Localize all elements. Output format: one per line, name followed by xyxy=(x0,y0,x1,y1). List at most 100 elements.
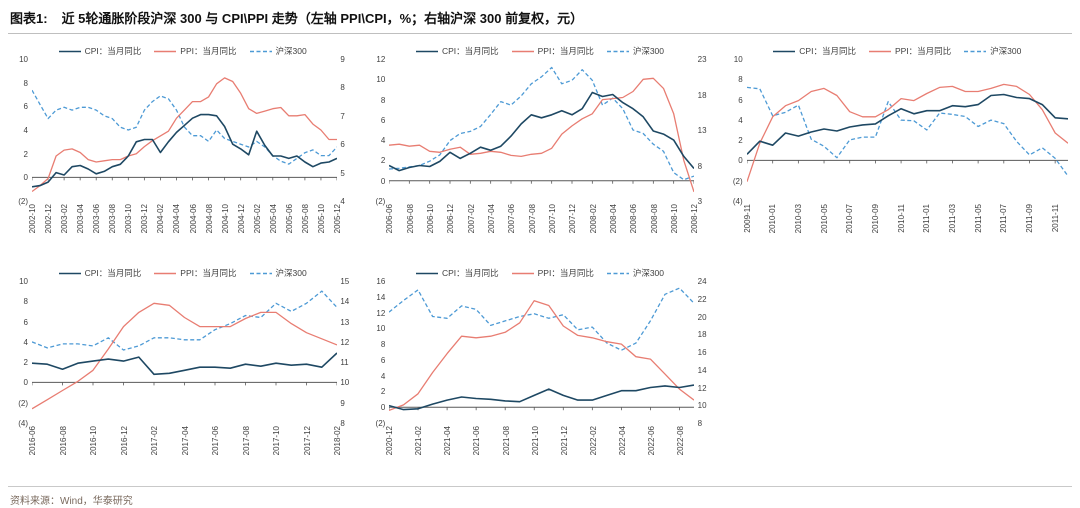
y-axis-tick-label: (4) xyxy=(732,197,743,206)
x-axis-tick-label: 2017-08 xyxy=(241,426,251,456)
plot-area xyxy=(389,281,695,423)
chart-legend: CPI：当月同比 PPI：当月同比 沪深300 xyxy=(8,265,357,281)
x-axis-tick-label: 2006-10 xyxy=(425,204,435,234)
x-axis-tick-label: 2003-04 xyxy=(76,204,86,234)
y-axis-tick-label: (2) xyxy=(18,197,28,206)
legend-label: 沪深300 xyxy=(632,46,665,56)
y-axis-tick-label: 8 xyxy=(697,419,703,428)
chart-body: 10 8 6 4 2 0 (2) 9 8 7 6 5 4 xyxy=(8,55,357,206)
figure-title: 近 5轮通胀阶段沪深 300 与 CPI\PPI 走势（左轴 PPI\CPI，%… xyxy=(61,11,584,26)
y-axis-tick-label: 4 xyxy=(23,337,28,347)
y-axis-tick-label: 3 xyxy=(697,197,703,206)
x-axis-tick-label: 2003-12 xyxy=(140,204,150,234)
plot-area xyxy=(32,59,337,201)
y-axis-tick-label: 9 xyxy=(340,398,345,408)
y-axis-right: 9 8 7 6 5 4 xyxy=(337,55,357,206)
plot-area xyxy=(32,281,337,423)
y-axis-tick-label: 11 xyxy=(340,358,349,368)
x-axis-tick-label: 2020-12 xyxy=(385,426,395,456)
csi300-legend-line xyxy=(249,272,272,274)
y-axis-tick-label: 12 xyxy=(697,383,707,393)
chart-body: 12 10 8 6 4 2 0 (2) 23 18 13 8 3 xyxy=(365,55,714,206)
legend-label: 沪深300 xyxy=(275,46,307,56)
y-axis-tick-label: 10 xyxy=(340,378,350,388)
y-axis-tick-label: 0 xyxy=(738,156,743,166)
y-axis-tick-label: 9 xyxy=(340,55,345,64)
x-axis-tick-label: 2004-10 xyxy=(220,204,230,234)
legend-item: CPI：当月同比 xyxy=(415,45,499,57)
y-axis-tick-label: 6 xyxy=(380,355,386,365)
legend-label: PPI：当月同比 xyxy=(537,268,594,278)
legend-item: CPI：当月同比 xyxy=(773,45,856,57)
legend-label: PPI：当月同比 xyxy=(537,46,594,56)
x-axis-tick-label: 2017-04 xyxy=(180,426,190,456)
y-axis-tick-label: 13 xyxy=(340,317,350,327)
y-axis-left: 10 8 6 4 2 0 (2) xyxy=(8,55,32,206)
x-axis-labels: 2006-06 2006-08 2006-10 2006-12 2007-02 2007-… xyxy=(365,201,714,257)
x-axis-tick-label: 2016-06 xyxy=(28,426,37,456)
x-axis-tick-label: 2008-12 xyxy=(690,204,700,234)
legend-label: CPI：当月同比 xyxy=(799,46,856,56)
legend-item: 沪深300 xyxy=(249,45,307,57)
x-axis-tick-label: 2007-10 xyxy=(547,204,557,234)
y-axis-tick-label: 2 xyxy=(23,358,28,368)
legend-item: PPI：当月同比 xyxy=(154,45,237,57)
x-axis-tick-label: 2017-06 xyxy=(211,426,220,456)
x-axis-tick-label: 2022-06 xyxy=(646,426,656,456)
x-axis-tick-label: 2011-05 xyxy=(973,204,983,233)
x-axis-tick-label: 2005-10 xyxy=(316,204,326,234)
chart-legend: CPI：当月同比 PPI：当月同比 沪深300 xyxy=(365,43,714,59)
y-axis-tick-label: (4) xyxy=(18,419,28,428)
x-axis-tick-label: 2007-08 xyxy=(527,204,537,234)
chart-legend: CPI：当月同比 PPI：当月同比 沪深300 xyxy=(723,43,1072,59)
chart-panel: CPI：当月同比 PPI：当月同比 沪深300 10 8 6 4 2 0 (2) (4) 2009-1… xyxy=(723,40,1072,260)
legend-label: PPI：当月同比 xyxy=(180,268,237,278)
x-axis-tick-label: 2002-12 xyxy=(44,204,54,234)
source-text: 资料来源：Wind，华泰研究 xyxy=(10,496,133,507)
x-axis-tick-label: 2016-10 xyxy=(89,426,98,456)
ppi-legend-line xyxy=(511,50,534,52)
cpi-legend-line xyxy=(58,50,81,52)
x-axis-tick-label: 2017-12 xyxy=(302,426,312,456)
x-axis-tick-label: 2021-04 xyxy=(443,426,453,456)
y-axis-tick-label: 12 xyxy=(376,55,386,64)
legend-label: 沪深300 xyxy=(990,46,1022,56)
x-axis-tick-label: 2021-12 xyxy=(559,426,569,456)
chart-body: 16 14 12 10 8 6 4 2 0 (2) 24 22 20 18 16 14 12 10 8 xyxy=(365,277,714,428)
legend-item: PPI：当月同比 xyxy=(511,45,594,57)
y-axis-tick-label: 8 xyxy=(23,297,28,307)
x-axis-labels: 2020-12 2021-02 2021-04 2021-06 2021-08 2021-… xyxy=(365,423,714,479)
y-axis-tick-label: (2) xyxy=(375,419,386,428)
y-axis-tick-label: 0 xyxy=(380,176,386,186)
legend-item: PPI：当月同比 xyxy=(868,45,951,57)
legend-item: CPI：当月同比 xyxy=(58,45,141,57)
y-axis-tick-label: 18 xyxy=(697,90,707,100)
y-axis-tick-label: 14 xyxy=(340,297,350,307)
y-axis-tick-label: 0 xyxy=(23,173,28,183)
x-axis-tick-label: 2011-11 xyxy=(1050,204,1060,233)
x-axis-tick-label: 2010-01 xyxy=(768,204,778,234)
y-axis-left: 10 8 6 4 2 0 (2) (4) xyxy=(8,277,32,428)
cpi-legend-line xyxy=(415,272,438,274)
x-axis-tick-label: 2021-10 xyxy=(530,426,540,456)
y-axis-tick-label: 8 xyxy=(340,83,345,93)
legend-label: 沪深300 xyxy=(632,268,665,278)
y-axis-tick-label: 0 xyxy=(23,378,28,388)
y-axis-tick-label: 24 xyxy=(697,277,707,286)
y-axis-tick-label: 10 xyxy=(19,277,28,286)
plot-svg xyxy=(389,287,695,412)
y-axis-tick-label: 8 xyxy=(340,419,345,428)
x-axis-tick-label: 2008-02 xyxy=(588,204,598,234)
y-axis-tick-label: 2 xyxy=(380,387,386,397)
legend-item: CPI：当月同比 xyxy=(58,267,141,279)
y-axis-tick-label: 4 xyxy=(380,136,386,146)
legend-item: 沪深300 xyxy=(249,267,307,279)
y-axis-tick-label: 23 xyxy=(697,55,707,64)
x-axis-tick-label: 2010-07 xyxy=(845,204,855,234)
y-axis-tick-label: 10 xyxy=(697,401,707,411)
x-axis-tick-label: 2003-08 xyxy=(108,204,118,234)
chart-legend: CPI：当月同比 PPI：当月同比 沪深300 xyxy=(365,265,714,281)
legend-label: 沪深300 xyxy=(275,268,307,278)
cpi-legend-line xyxy=(415,50,438,52)
